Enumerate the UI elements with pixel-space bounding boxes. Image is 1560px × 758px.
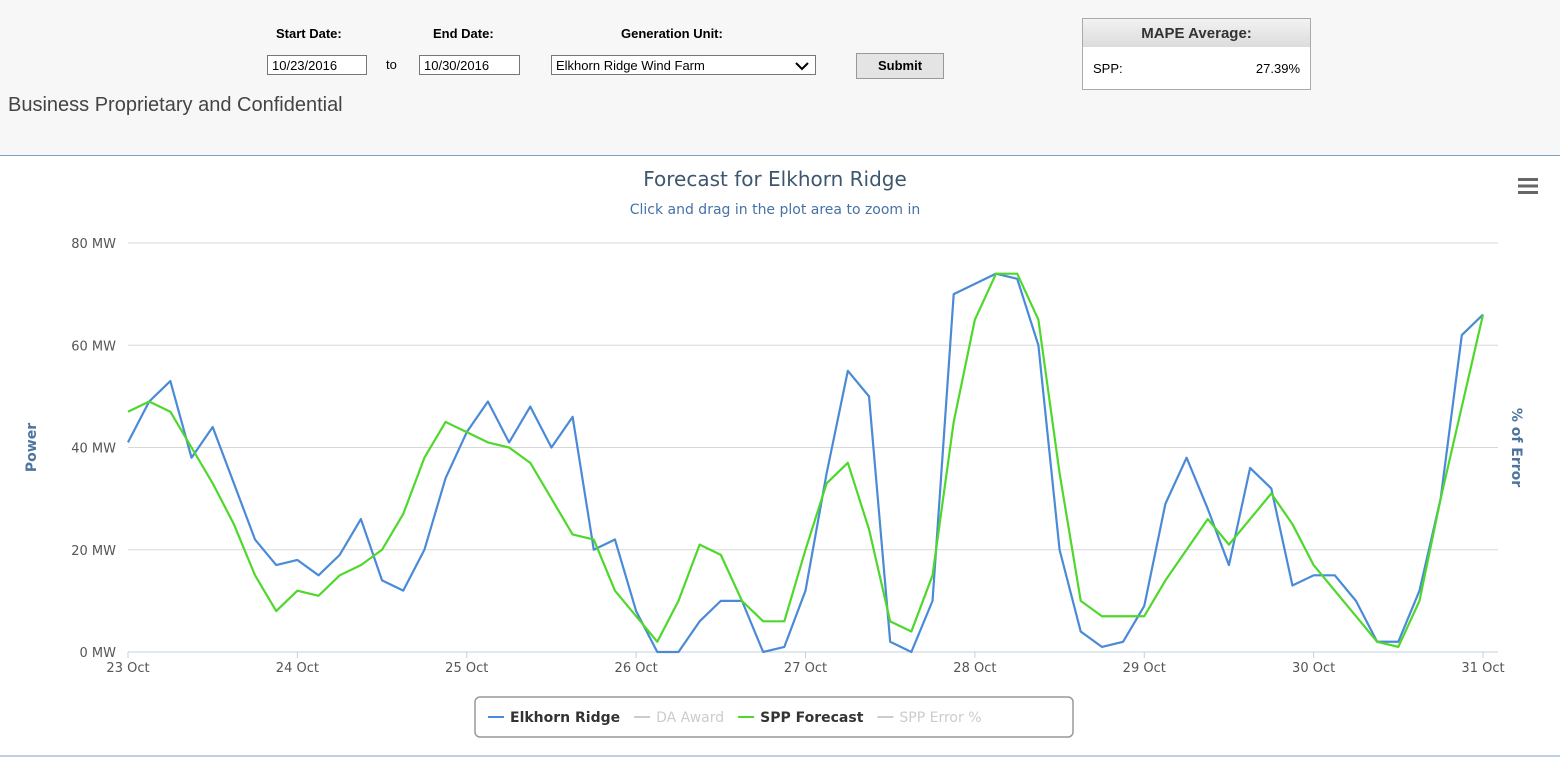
x-tick-label: 29 Oct (1123, 661, 1166, 676)
legend-box (474, 696, 1074, 738)
menu-button[interactable] (1518, 178, 1538, 194)
y-tick-label: 80 MW (71, 237, 116, 252)
y-tick-label: 60 MW (71, 339, 116, 354)
start-date-input[interactable]: 10/23/2016 (267, 55, 367, 75)
x-tick-label: 27 Oct (784, 661, 827, 676)
chart: Forecast for Elkhorn Ridge Click and drag… (0, 167, 1560, 757)
unit-label: Generation Unit: (621, 26, 723, 41)
chart-subtitle: Click and drag in the plot area to zoom … (630, 202, 921, 218)
y-axis-title: Power (24, 423, 40, 472)
start-label: Start Date: (276, 26, 342, 41)
chart-title: Forecast for Elkhorn Ridge (643, 167, 907, 191)
dropdown-arrow (795, 62, 809, 71)
y-tick-label: 40 MW (71, 442, 116, 457)
mape-value: 27.39% (1255, 61, 1300, 76)
legend-label: SPP Error % (899, 710, 981, 726)
x-tick-label: 26 Oct (615, 661, 658, 676)
legend-item[interactable]: SPP Error % (877, 710, 982, 726)
unit-select[interactable]: Elkhorn Ridge Wind Farm (551, 55, 816, 75)
notice: Business Proprietary and Confidential (8, 94, 343, 116)
x-tick-label: 31 Oct (1461, 661, 1504, 676)
y-tick-label: 0 MW (80, 646, 117, 661)
y2-axis-title: % of Error (1508, 408, 1524, 487)
x-tick-label: 25 Oct (445, 661, 488, 676)
legend-label: DA Award (656, 710, 724, 726)
mape-title: MAPE Average: (1083, 19, 1310, 47)
legend-item[interactable]: SPP Forecast (738, 710, 864, 726)
end-label: End Date: (433, 26, 494, 41)
unit-value: Elkhorn Ridge Wind Farm (556, 58, 705, 73)
legend-label: Elkhorn Ridge (510, 710, 620, 726)
legend: Elkhorn Ridge DA Award SPP Forecast SPP Err… (474, 696, 1074, 738)
legend-item[interactable]: Elkhorn Ridge (488, 710, 620, 726)
x-tick-label: 28 Oct (953, 661, 996, 676)
legend-label: SPP Forecast (760, 710, 864, 726)
x-tick-label: 30 Oct (1292, 661, 1335, 676)
end-date-input[interactable]: 10/30/2016 (419, 55, 520, 75)
y-tick-label: 20 MW (71, 544, 116, 559)
x-tick-label: 23 Oct (106, 661, 149, 676)
header-panel: Start Date: 10/23/2016 to End Date: 10/3… (0, 0, 1560, 156)
mape-label: SPP: (1093, 61, 1123, 76)
mape-box: MAPE Average: SPP: 27.39% (1082, 18, 1311, 90)
series-line (127, 272, 1484, 654)
x-tick-label: 24 Oct (276, 661, 319, 676)
legend-item[interactable]: DA Award (634, 710, 724, 726)
to-label: to (386, 57, 397, 72)
series-line (127, 272, 1485, 648)
submit-button[interactable]: Submit (856, 53, 944, 79)
